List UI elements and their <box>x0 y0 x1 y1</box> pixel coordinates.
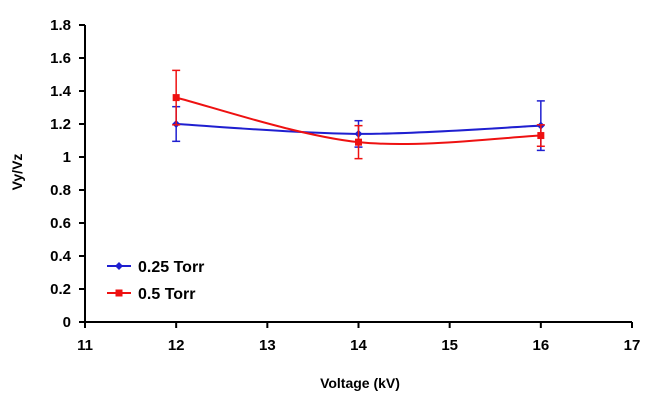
legend-marker <box>115 262 123 270</box>
x-tick-label: 11 <box>77 337 93 354</box>
data-point <box>537 132 545 140</box>
legend-item-1: 0.5 Torr <box>107 286 196 303</box>
x-tick-label: 15 <box>441 337 458 354</box>
series-1 <box>172 69 545 160</box>
y-tick-label: 1 <box>63 149 71 166</box>
x-tick-label: 13 <box>259 337 276 354</box>
y-tick-label: 0.2 <box>50 281 71 298</box>
x-axis-title: Voltage (kV) <box>320 375 400 391</box>
y-tick-label: 1.2 <box>50 116 71 133</box>
x-tick-label: 17 <box>624 337 641 354</box>
legend-marker <box>115 289 123 297</box>
y-axis: 0 0.2 0.4 0.6 0.8 1 1.2 1.4 1.6 1.8 <box>50 17 86 331</box>
x-tick-label: 12 <box>168 337 185 354</box>
data-point <box>355 138 362 146</box>
legend-label: 0.5 Torr <box>138 286 196 303</box>
data-point <box>172 94 180 102</box>
legend: 0.25 Torr 0.5 Torr <box>107 259 204 303</box>
y-tick-label: 1.8 <box>50 17 71 34</box>
y-axis-title: Vy/Vz <box>9 154 25 191</box>
series-layer <box>172 69 545 160</box>
y-tick-label: 1.4 <box>50 83 72 100</box>
x-tick-label: 16 <box>532 337 549 354</box>
y-tick-label: 0 <box>63 314 71 331</box>
y-tick-label: 0.8 <box>50 182 71 199</box>
legend-label: 0.25 Torr <box>138 259 204 276</box>
x-axis: 11 12 13 14 15 16 17 <box>77 321 641 354</box>
y-tick-label: 0.4 <box>50 248 72 265</box>
x-tick-label: 14 <box>350 337 367 354</box>
legend-item-0: 0.25 Torr <box>107 259 204 276</box>
y-tick-label: 0.6 <box>50 215 71 232</box>
y-tick-label: 1.6 <box>50 50 71 67</box>
